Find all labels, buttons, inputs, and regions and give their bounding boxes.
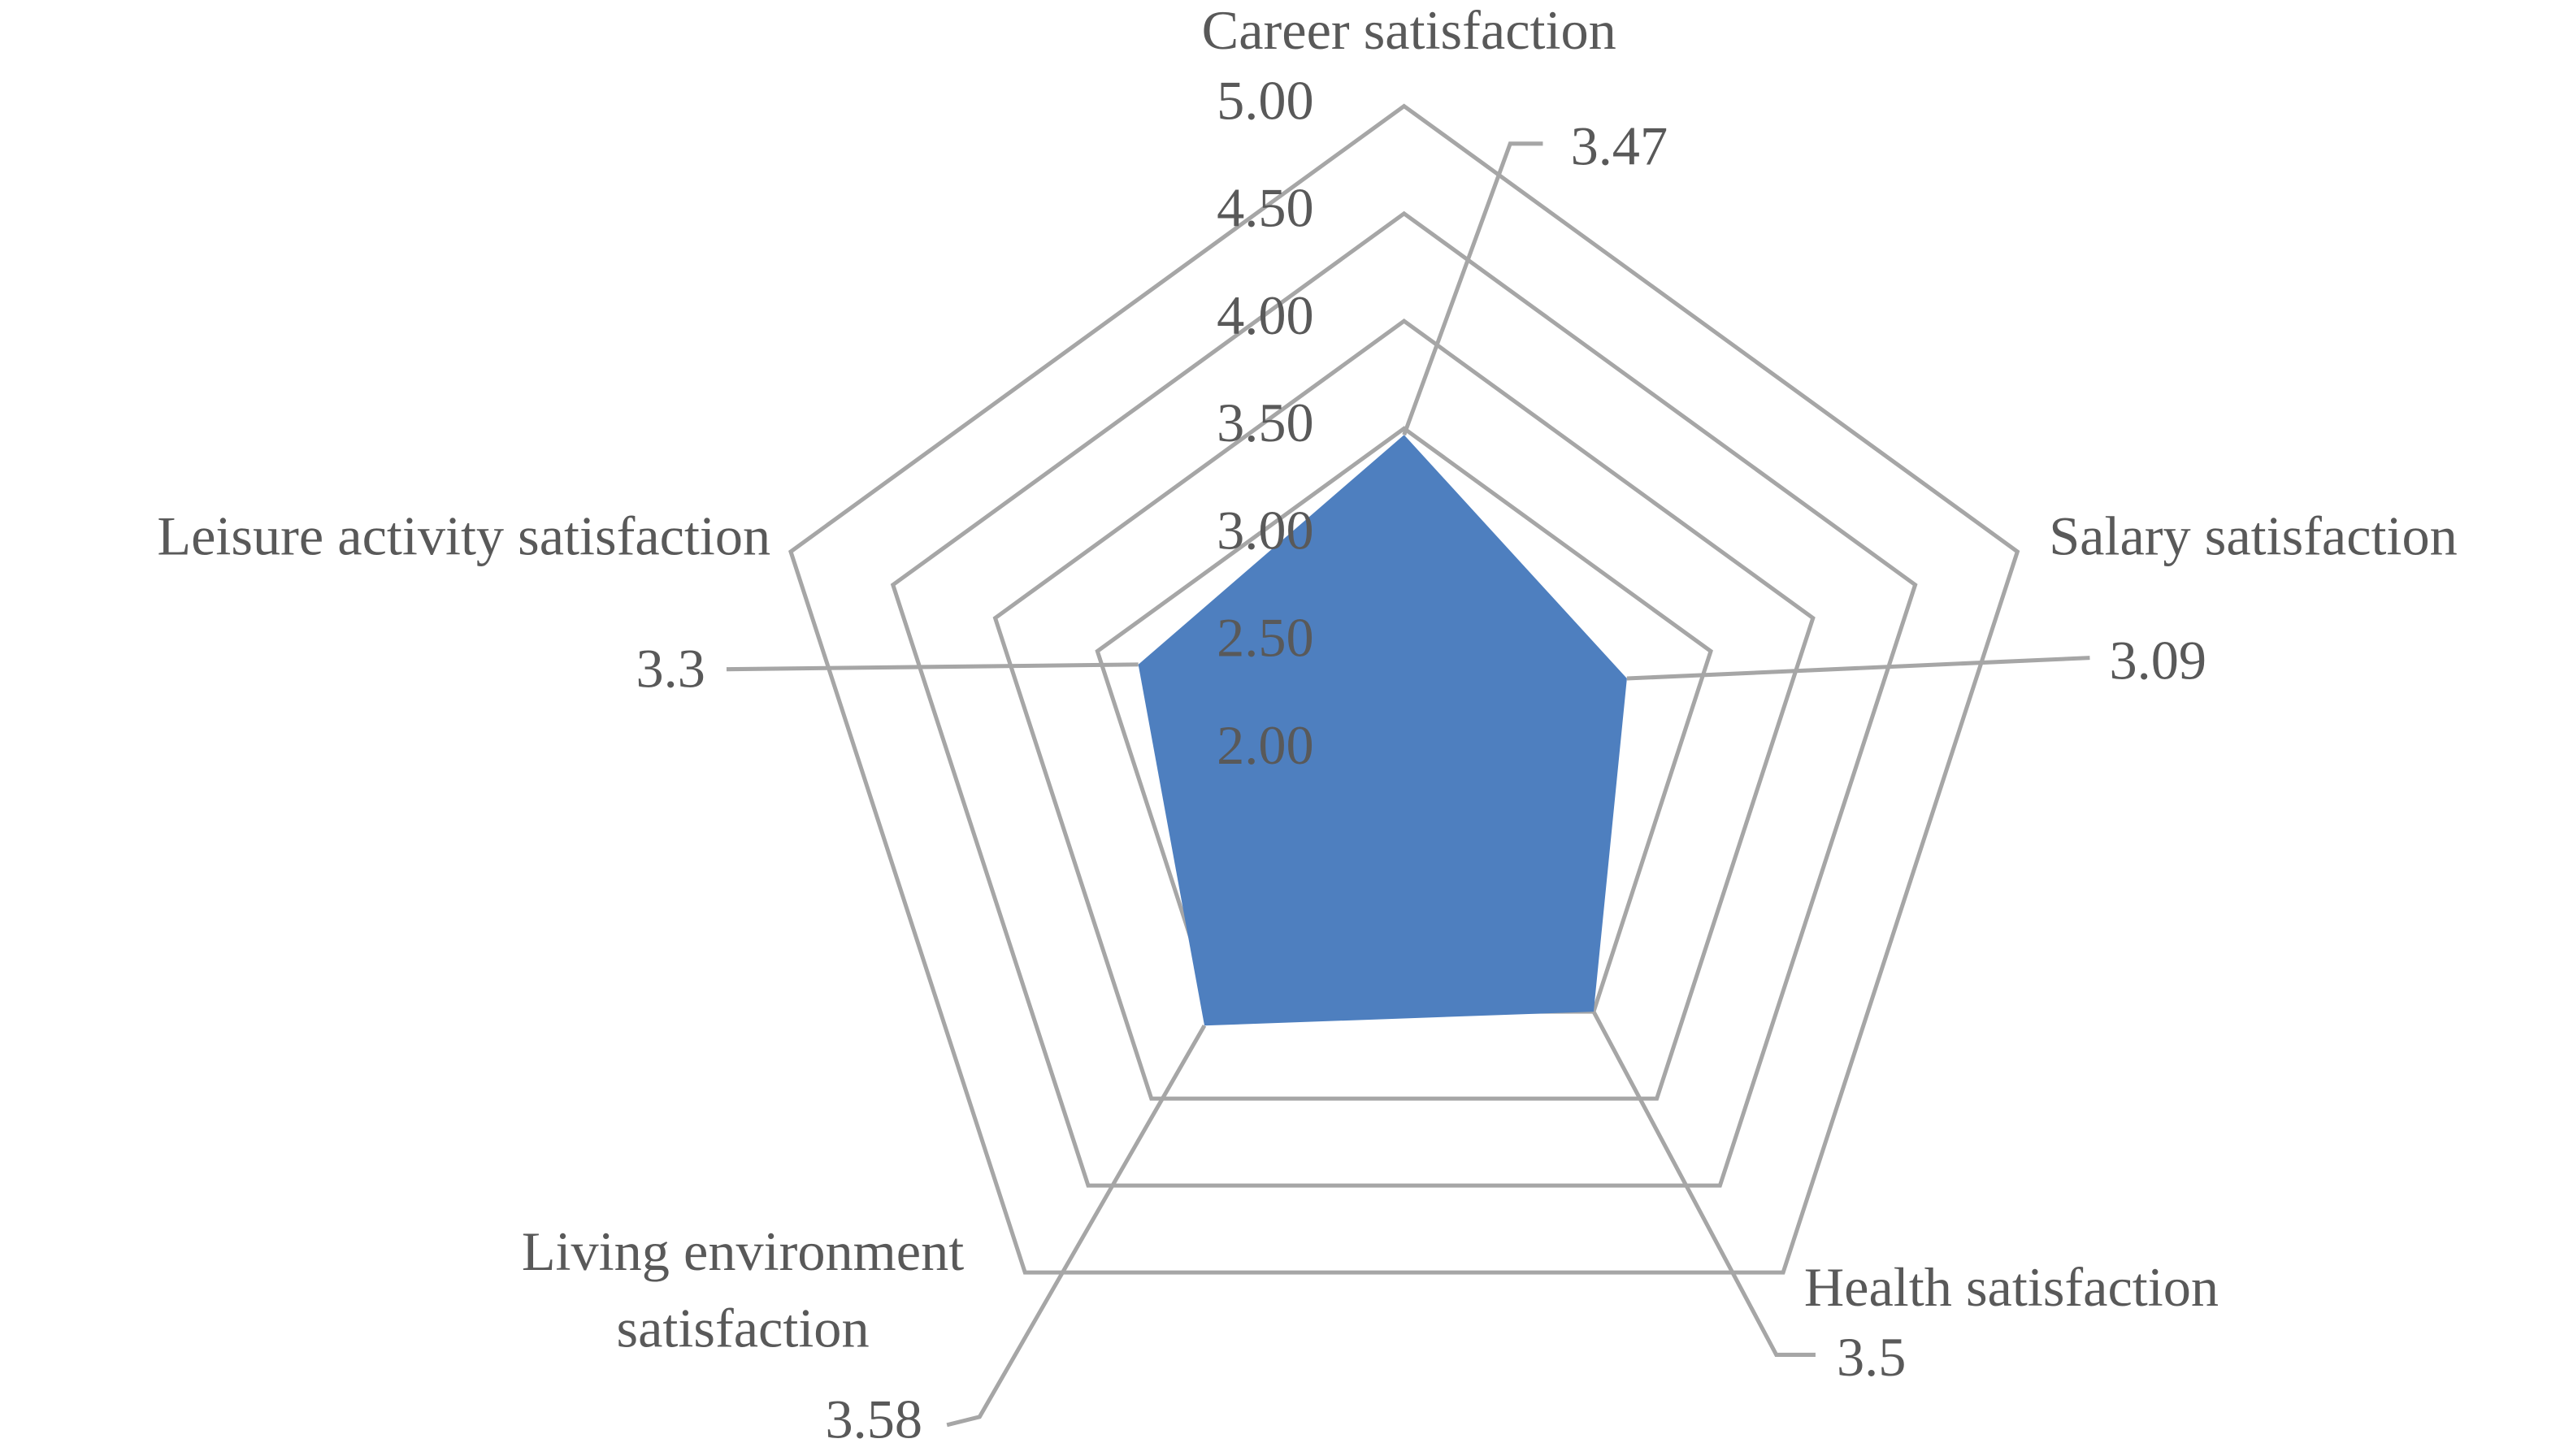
value-label: 3.5	[1837, 1326, 1906, 1388]
category-label: Health satisfaction	[1804, 1256, 2219, 1318]
r-tick-label: 2.50	[1217, 607, 1314, 669]
data-area	[1138, 435, 1627, 1026]
leader-line	[1402, 141, 1543, 436]
r-tick-label: 5.00	[1217, 69, 1314, 131]
value-label: 3.47	[1571, 115, 1668, 177]
value-label: 3.3	[636, 637, 705, 699]
value-label: 3.58	[826, 1388, 923, 1450]
r-tick-label: 4.50	[1217, 177, 1314, 239]
leader-line	[946, 1024, 1207, 1428]
grid-ring	[890, 210, 1918, 1188]
leader-line	[1591, 1010, 1816, 1357]
category-label: Living environment satisfaction	[521, 1222, 965, 1360]
leader-line	[726, 662, 1139, 672]
category-label: Leisure activity satisfaction	[157, 505, 770, 567]
category-label-box: Living environment satisfaction	[521, 1222, 965, 1360]
grid-ring	[992, 318, 1816, 1101]
grid-ring	[788, 103, 2020, 1275]
category-label: Salary satisfaction	[2049, 505, 2458, 567]
leader-line	[1626, 656, 2090, 681]
category-label: Career satisfaction	[1202, 0, 1616, 61]
r-tick-label: 4.00	[1217, 284, 1314, 346]
value-label: 3.09	[2110, 629, 2207, 691]
r-tick-label: 2.00	[1217, 714, 1314, 776]
r-tick-label: 3.50	[1217, 392, 1314, 453]
r-tick-label: 3.00	[1217, 499, 1314, 561]
